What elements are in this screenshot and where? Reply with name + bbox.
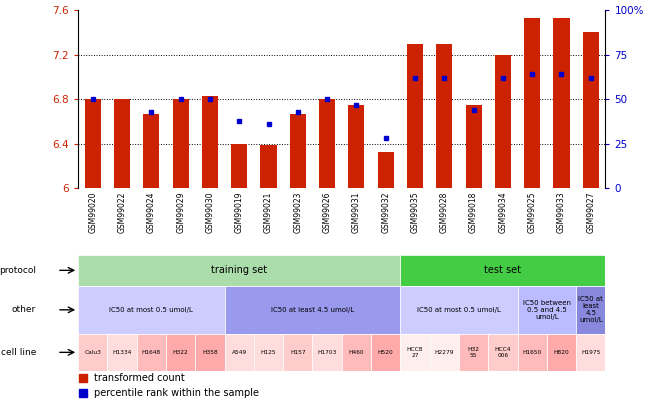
Text: H1975: H1975 xyxy=(581,350,600,355)
Bar xyxy=(400,255,605,286)
Text: H157: H157 xyxy=(290,350,306,355)
Text: GSM99019: GSM99019 xyxy=(235,192,243,233)
Bar xyxy=(202,96,218,188)
Bar xyxy=(518,334,547,371)
Bar xyxy=(495,55,511,188)
Bar xyxy=(173,99,189,188)
Text: H820: H820 xyxy=(553,350,570,355)
Bar xyxy=(254,334,283,371)
Text: cell line: cell line xyxy=(1,348,36,357)
Text: GSM99024: GSM99024 xyxy=(147,192,156,233)
Text: Calu3: Calu3 xyxy=(85,350,101,355)
Bar xyxy=(583,32,599,188)
Text: GSM99030: GSM99030 xyxy=(206,192,214,233)
Text: GSM99021: GSM99021 xyxy=(264,192,273,233)
Bar xyxy=(260,145,277,188)
Text: GSM99031: GSM99031 xyxy=(352,192,361,233)
Text: GSM99026: GSM99026 xyxy=(323,192,331,233)
Text: H1334: H1334 xyxy=(113,350,132,355)
Bar xyxy=(143,114,159,188)
Text: GSM99020: GSM99020 xyxy=(89,192,97,233)
Bar xyxy=(348,105,365,188)
Bar xyxy=(459,334,488,371)
Bar xyxy=(553,18,570,188)
Bar xyxy=(225,334,254,371)
Text: H125: H125 xyxy=(260,350,277,355)
Text: GSM99029: GSM99029 xyxy=(176,192,185,233)
Bar xyxy=(407,44,423,188)
Bar xyxy=(576,334,605,371)
Text: GSM99023: GSM99023 xyxy=(294,192,302,233)
Text: H2279: H2279 xyxy=(435,350,454,355)
Bar xyxy=(78,334,107,371)
Bar xyxy=(225,286,400,334)
Bar xyxy=(78,286,225,334)
Bar xyxy=(430,334,459,371)
Bar xyxy=(547,334,576,371)
Text: HCC8
27: HCC8 27 xyxy=(407,347,423,358)
Bar xyxy=(283,334,312,371)
Text: H460: H460 xyxy=(348,350,365,355)
Bar xyxy=(231,144,247,188)
Text: IC50 at
least
4.5
umol/L: IC50 at least 4.5 umol/L xyxy=(578,296,603,323)
Text: IC50 at least 4.5 umol/L: IC50 at least 4.5 umol/L xyxy=(271,307,354,313)
Bar xyxy=(371,334,400,371)
Bar xyxy=(576,286,605,334)
Text: GSM99035: GSM99035 xyxy=(411,192,419,233)
Text: GSM99034: GSM99034 xyxy=(499,192,507,233)
Text: IC50 at most 0.5 umol/L: IC50 at most 0.5 umol/L xyxy=(109,307,193,313)
Bar xyxy=(342,334,371,371)
Text: GSM99032: GSM99032 xyxy=(381,192,390,233)
Text: HCC4
006: HCC4 006 xyxy=(495,347,511,358)
Text: test set: test set xyxy=(484,265,521,275)
Text: IC50 between
0.5 and 4.5
umol/L: IC50 between 0.5 and 4.5 umol/L xyxy=(523,300,571,320)
Text: H358: H358 xyxy=(202,350,218,355)
Text: H520: H520 xyxy=(378,350,394,355)
Bar xyxy=(319,99,335,188)
Bar xyxy=(488,334,518,371)
Bar xyxy=(290,114,306,188)
Bar xyxy=(378,151,394,188)
Bar xyxy=(195,334,225,371)
Bar xyxy=(166,334,195,371)
Bar xyxy=(107,334,137,371)
Text: GSM99022: GSM99022 xyxy=(118,192,126,233)
Text: H1703: H1703 xyxy=(318,350,337,355)
Text: GSM99018: GSM99018 xyxy=(469,192,478,233)
Bar xyxy=(137,334,166,371)
Bar xyxy=(85,99,101,188)
Bar xyxy=(400,334,430,371)
Bar xyxy=(524,18,540,188)
Bar xyxy=(312,334,342,371)
Text: GSM99025: GSM99025 xyxy=(528,192,536,233)
Bar xyxy=(400,286,518,334)
Text: H1650: H1650 xyxy=(523,350,542,355)
Bar xyxy=(518,286,576,334)
Text: H322: H322 xyxy=(173,350,189,355)
Bar xyxy=(78,255,400,286)
Text: percentile rank within the sample: percentile rank within the sample xyxy=(94,388,259,399)
Text: IC50 at most 0.5 umol/L: IC50 at most 0.5 umol/L xyxy=(417,307,501,313)
Text: GSM99027: GSM99027 xyxy=(587,192,595,233)
Bar xyxy=(436,44,452,188)
Bar xyxy=(114,99,130,188)
Text: transformed count: transformed count xyxy=(94,373,185,383)
Text: GSM99028: GSM99028 xyxy=(440,192,449,233)
Text: A549: A549 xyxy=(232,350,247,355)
Text: GSM99033: GSM99033 xyxy=(557,192,566,233)
Text: H1648: H1648 xyxy=(142,350,161,355)
Text: other: other xyxy=(12,305,36,314)
Text: H32
55: H32 55 xyxy=(467,347,480,358)
Bar xyxy=(465,105,482,188)
Text: protocol: protocol xyxy=(0,266,36,275)
Text: training set: training set xyxy=(211,265,268,275)
